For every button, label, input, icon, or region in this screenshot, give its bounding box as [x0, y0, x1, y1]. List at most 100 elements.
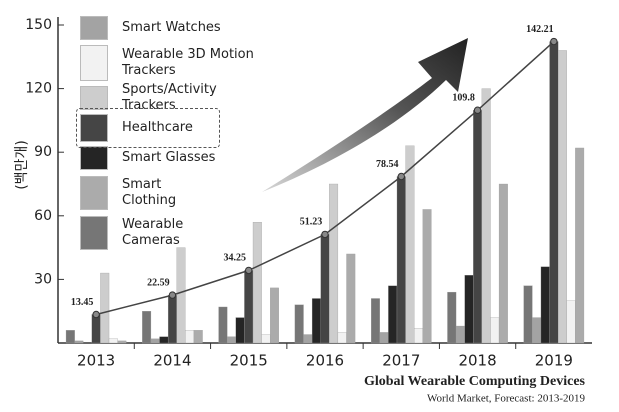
value-label: 78.54 — [376, 159, 399, 170]
legend-swatch — [80, 176, 108, 210]
trend-point — [92, 310, 100, 319]
trend-point — [473, 106, 482, 114]
trend-point — [397, 172, 405, 181]
bar — [65, 330, 75, 344]
y-tick-label: 90 — [34, 144, 52, 160]
bar — [303, 334, 313, 344]
bar — [311, 298, 321, 344]
bar — [142, 311, 152, 344]
y-tick-label: 30 — [34, 271, 52, 287]
bar — [464, 275, 474, 344]
trend-arrow — [262, 38, 468, 192]
legend-entry: Wearable 3D Motion Trackers — [80, 45, 262, 81]
bar — [566, 300, 576, 344]
bar — [523, 285, 533, 344]
bar — [159, 336, 169, 344]
bar — [218, 306, 228, 344]
bar — [176, 247, 186, 344]
value-label: 34.25 — [223, 253, 246, 264]
bar — [252, 222, 262, 344]
trend-point — [550, 37, 558, 46]
bar — [227, 336, 236, 344]
legend-entry: Healthcare — [80, 114, 262, 142]
bar — [235, 317, 245, 344]
highlight-box — [76, 108, 220, 148]
y-tick-label: 60 — [34, 208, 52, 224]
legend-entry: Smart Glasses — [80, 146, 262, 170]
bar — [388, 285, 398, 344]
bar — [490, 317, 500, 344]
legend-label: Smart Watches — [122, 20, 221, 35]
x-tick-label: 2013 — [77, 352, 115, 370]
bar — [294, 304, 304, 344]
bar — [447, 291, 457, 344]
legend-label: Healthcare — [122, 120, 193, 135]
value-label: 142.21 — [526, 24, 554, 35]
legend-entry: Sports/Activity Trackers — [80, 82, 262, 114]
chart-subtitle: World Market, Forecast: 2013-2019 — [427, 393, 585, 405]
bar — [117, 340, 127, 344]
bar — [320, 234, 330, 344]
bar — [414, 328, 423, 344]
x-tick-label: 2014 — [153, 352, 191, 370]
bar — [261, 334, 271, 344]
bar — [74, 340, 84, 344]
bar — [549, 41, 559, 344]
bar — [422, 209, 432, 344]
bar — [108, 338, 118, 344]
legend-label: Wearable 3D Motion Trackers — [122, 47, 254, 78]
legend-entry: Smart Watches — [80, 16, 262, 40]
y-tick-label: 120 — [25, 81, 52, 97]
bar — [167, 294, 177, 344]
bar — [193, 330, 203, 344]
bar — [346, 253, 356, 344]
legend-entry: Wearable Cameras — [80, 216, 202, 250]
chart-title: Global Wearable Computing Devices — [364, 374, 586, 389]
bar — [405, 145, 415, 344]
legend-entry: Smart Clothing — [80, 176, 202, 210]
bar — [91, 314, 101, 344]
bar — [498, 183, 508, 344]
bar — [540, 266, 550, 344]
legend-label: Smart Glasses — [122, 150, 216, 165]
trend-point — [245, 266, 253, 275]
bar — [185, 330, 195, 344]
bar — [100, 272, 110, 344]
legend-label: Wearable Cameras — [122, 217, 184, 248]
value-label: 109.8 — [452, 93, 475, 104]
value-label: 51.23 — [300, 217, 323, 228]
bar — [244, 270, 254, 344]
bar — [379, 332, 389, 344]
value-label: 13.45 — [71, 297, 94, 308]
legend-swatch — [80, 86, 108, 110]
legend-swatch — [80, 45, 108, 81]
legend-swatch — [80, 114, 108, 142]
legend-label: Sports/Activity Trackers — [122, 82, 217, 113]
bar — [455, 325, 465, 344]
bar — [150, 338, 160, 344]
bar — [371, 298, 380, 344]
trend-point — [168, 291, 177, 299]
value-label: 22.59 — [147, 277, 170, 288]
bar — [481, 88, 491, 344]
bar — [575, 147, 585, 344]
legend-swatch — [80, 16, 108, 40]
x-tick-label: 2017 — [382, 352, 420, 370]
bar — [270, 287, 279, 344]
y-tick-label: 150 — [25, 17, 52, 33]
bar — [396, 176, 406, 344]
trend-point — [321, 230, 329, 239]
legend-swatch — [80, 216, 108, 250]
bar — [329, 183, 339, 344]
legend-label: Smart Clothing — [122, 177, 177, 208]
bar — [473, 110, 483, 344]
bar — [532, 317, 542, 344]
x-tick-label: 2015 — [230, 352, 268, 370]
x-tick-label: 2019 — [535, 352, 573, 370]
x-tick-label: 2018 — [458, 352, 496, 370]
bar — [558, 50, 567, 344]
legend-swatch — [80, 146, 108, 170]
y-axis-label: (백만개) — [14, 140, 30, 190]
